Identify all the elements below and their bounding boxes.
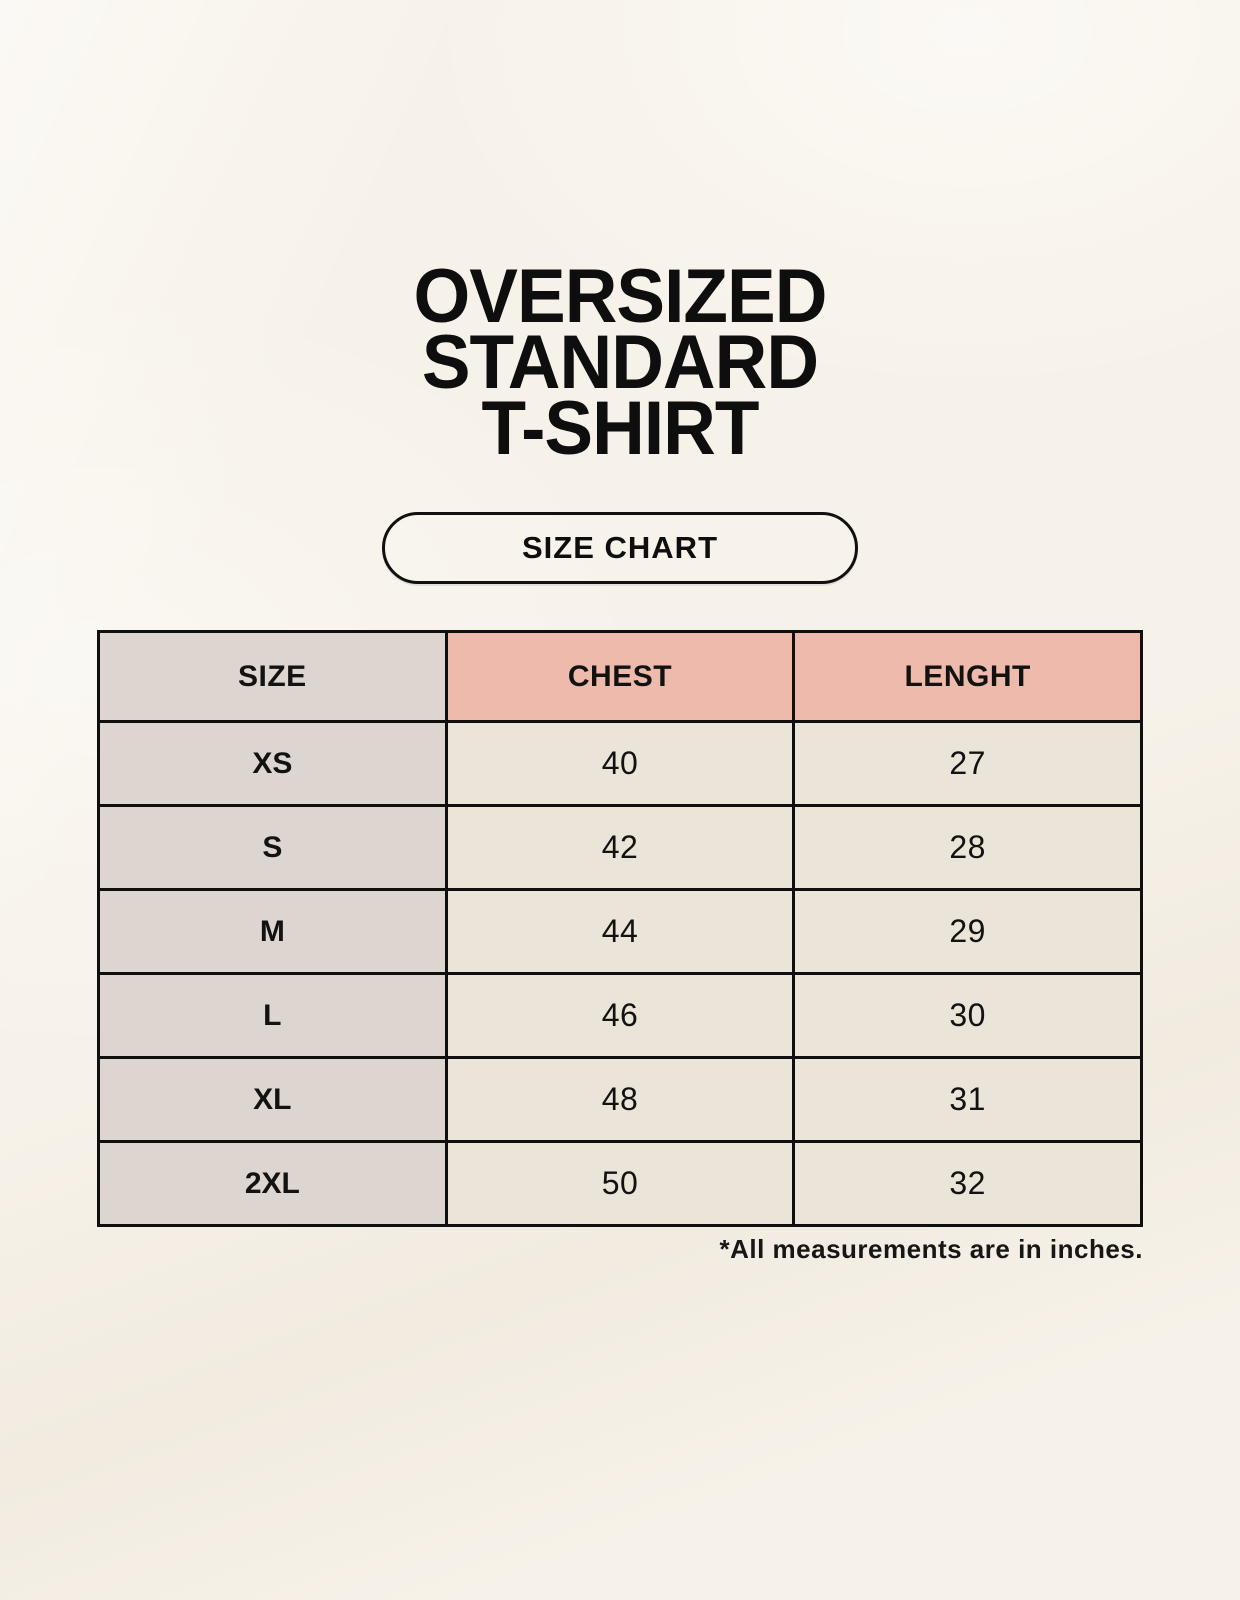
length-value: 30 bbox=[792, 972, 1143, 1060]
table-row: L 46 30 bbox=[97, 972, 1143, 1060]
length-value: 27 bbox=[792, 720, 1143, 808]
table-row: XS 40 27 bbox=[97, 720, 1143, 808]
length-value: 32 bbox=[792, 1140, 1143, 1228]
chest-value: 44 bbox=[444, 888, 796, 976]
table-row: M 44 29 bbox=[97, 888, 1143, 976]
chest-value: 48 bbox=[444, 1056, 796, 1144]
column-header-length: LENGHT bbox=[792, 630, 1143, 724]
size-chart-button-label: SIZE CHART bbox=[522, 530, 718, 566]
chest-value: 42 bbox=[444, 804, 796, 892]
table-row: XL 48 31 bbox=[97, 1056, 1143, 1144]
length-value: 29 bbox=[792, 888, 1143, 976]
table-row: 2XL 50 32 bbox=[97, 1140, 1143, 1228]
column-header-size: SIZE bbox=[97, 630, 448, 724]
table-row: S 42 28 bbox=[97, 804, 1143, 892]
chest-value: 46 bbox=[444, 972, 796, 1060]
size-chart-table: SIZE CHEST LENGHT XS 40 27 S 42 28 M bbox=[97, 630, 1143, 1228]
size-label: S bbox=[97, 804, 448, 892]
length-value: 31 bbox=[792, 1056, 1143, 1144]
size-label: XL bbox=[97, 1056, 448, 1144]
page-title-line-3: T-SHIRT bbox=[481, 386, 759, 472]
chest-value: 40 bbox=[444, 720, 796, 808]
page-title: OVERSIZED STANDARD T-SHIRT bbox=[25, 254, 1215, 472]
size-chart-button[interactable]: SIZE CHART bbox=[382, 512, 858, 585]
table-header-row: SIZE CHEST LENGHT bbox=[97, 630, 1143, 724]
size-label: M bbox=[97, 888, 448, 976]
size-label: 2XL bbox=[97, 1140, 448, 1228]
size-label: L bbox=[97, 972, 448, 1060]
page-title-line-2: STANDARD bbox=[421, 320, 819, 406]
column-header-chest: CHEST bbox=[444, 630, 796, 724]
measurements-footnote: *All measurements are in inches. bbox=[719, 1234, 1143, 1265]
size-label: XS bbox=[97, 720, 448, 808]
size-chart-table-wrapper: SIZE CHEST LENGHT XS 40 27 S 42 28 M bbox=[97, 630, 1143, 1228]
chest-value: 50 bbox=[444, 1140, 796, 1228]
length-value: 28 bbox=[792, 804, 1143, 892]
page-title-line-1: OVERSIZED bbox=[413, 254, 827, 339]
